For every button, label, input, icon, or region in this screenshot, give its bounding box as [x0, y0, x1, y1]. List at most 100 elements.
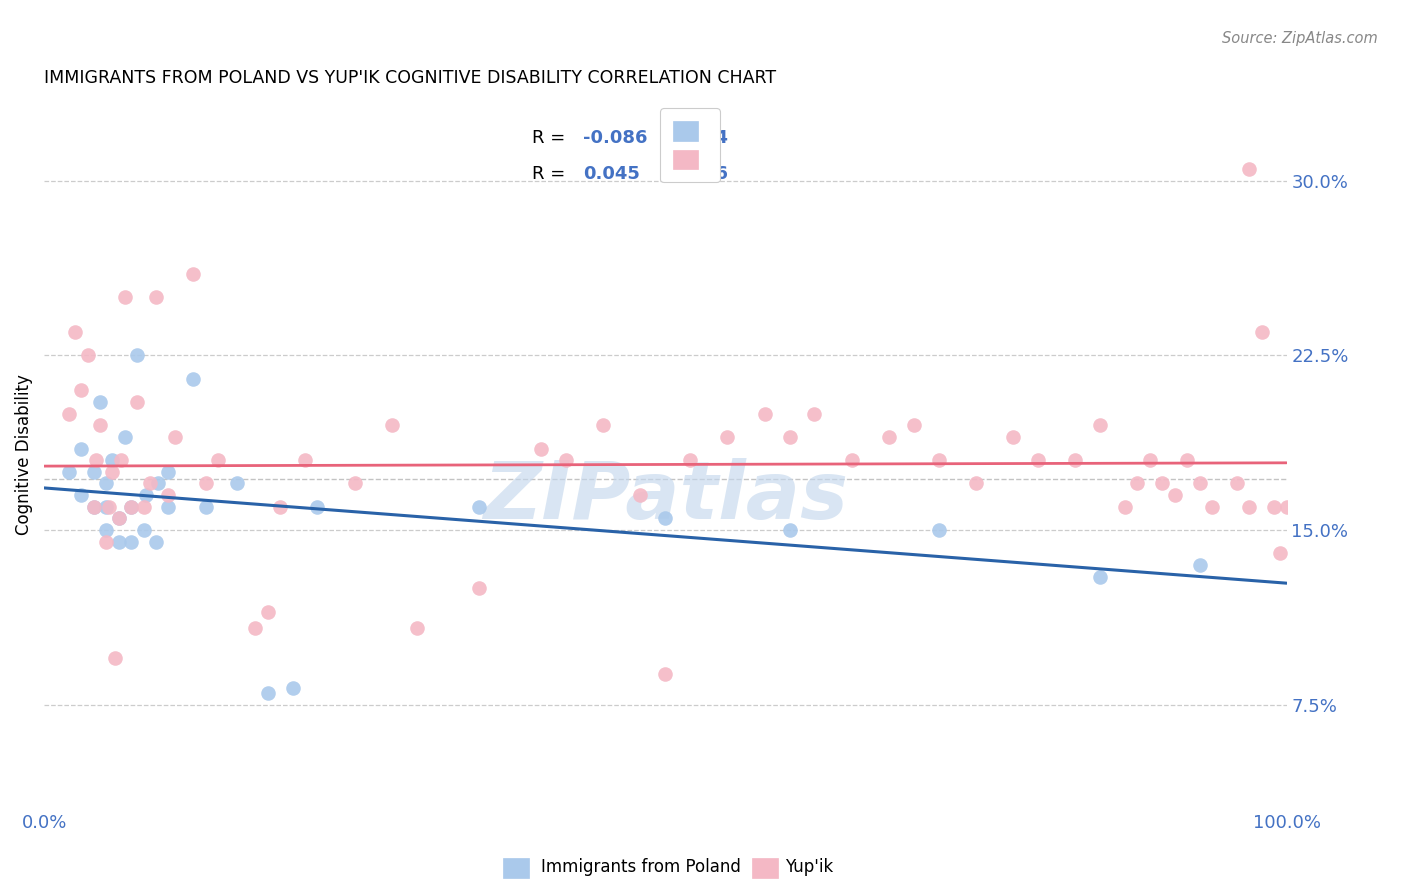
Point	[1064, 453, 1087, 467]
Point	[877, 430, 900, 444]
Point	[145, 290, 167, 304]
Point	[1002, 430, 1025, 444]
Text: N =: N =	[647, 165, 699, 183]
Point	[1188, 558, 1211, 572]
Point	[101, 453, 124, 467]
Text: R =: R =	[533, 165, 571, 183]
Point	[135, 488, 157, 502]
Text: Immigrants from Poland: Immigrants from Poland	[541, 858, 741, 876]
Point	[928, 523, 950, 537]
Text: -0.086: -0.086	[583, 129, 648, 147]
Point	[468, 500, 491, 514]
Text: Yup'ik: Yup'ik	[785, 858, 832, 876]
Point	[256, 686, 278, 700]
Point	[70, 442, 93, 456]
Point	[1126, 476, 1149, 491]
Text: N =: N =	[657, 129, 709, 147]
Text: R =: R =	[533, 129, 571, 147]
Point	[157, 465, 180, 479]
Point	[194, 476, 217, 491]
Point	[1175, 453, 1198, 467]
Text: IMMIGRANTS FROM POLAND VS YUP'IK COGNITIVE DISABILITY CORRELATION CHART: IMMIGRANTS FROM POLAND VS YUP'IK COGNITI…	[44, 69, 776, 87]
Point	[1239, 162, 1261, 177]
Point	[803, 407, 825, 421]
Text: 34: 34	[704, 129, 728, 147]
Point	[903, 418, 925, 433]
Point	[468, 582, 491, 596]
Legend: , : ,	[661, 108, 720, 182]
Point	[96, 523, 118, 537]
Point	[194, 500, 217, 514]
Point	[1226, 476, 1249, 491]
Text: ZIPatlas: ZIPatlas	[482, 458, 848, 536]
Point	[294, 453, 316, 467]
Point	[58, 407, 80, 421]
Point	[148, 476, 170, 491]
Point	[84, 453, 107, 467]
Point	[207, 453, 229, 467]
Point	[83, 465, 105, 479]
Point	[1139, 453, 1161, 467]
Point	[89, 395, 111, 409]
Point	[96, 534, 118, 549]
Point	[1164, 488, 1187, 502]
Point	[120, 500, 142, 514]
Point	[654, 511, 676, 525]
Point	[269, 500, 291, 514]
Point	[96, 476, 118, 491]
Point	[679, 453, 702, 467]
Point	[381, 418, 404, 433]
Point	[132, 500, 155, 514]
Point	[1263, 500, 1285, 514]
Point	[138, 476, 160, 491]
Point	[145, 534, 167, 549]
Point	[1026, 453, 1049, 467]
Point	[654, 667, 676, 681]
Point	[555, 453, 578, 467]
Point	[157, 488, 180, 502]
Text: Source: ZipAtlas.com: Source: ZipAtlas.com	[1222, 31, 1378, 46]
Point	[157, 500, 180, 514]
Point	[256, 605, 278, 619]
Point	[114, 290, 136, 304]
Point	[89, 418, 111, 433]
Text: 0.045: 0.045	[583, 165, 640, 183]
Point	[1152, 476, 1174, 491]
Point	[716, 430, 738, 444]
Point	[405, 621, 427, 635]
Point	[281, 681, 304, 696]
Y-axis label: Cognitive Disability: Cognitive Disability	[15, 374, 32, 535]
Point	[107, 511, 129, 525]
Point	[1250, 325, 1272, 339]
Point	[1090, 418, 1112, 433]
Point	[58, 465, 80, 479]
Point	[1090, 569, 1112, 583]
Point	[132, 523, 155, 537]
Point	[96, 500, 118, 514]
Point	[245, 621, 267, 635]
Point	[83, 500, 105, 514]
Point	[1275, 500, 1298, 514]
Point	[107, 511, 129, 525]
Point	[107, 534, 129, 549]
Point	[76, 348, 98, 362]
Point	[1114, 500, 1136, 514]
Point	[70, 488, 93, 502]
Point	[127, 348, 149, 362]
Point	[928, 453, 950, 467]
Point	[97, 500, 120, 514]
Point	[104, 651, 127, 665]
Point	[83, 500, 105, 514]
Point	[630, 488, 652, 502]
Point	[101, 465, 124, 479]
Point	[181, 267, 204, 281]
Point	[343, 476, 366, 491]
Point	[120, 534, 142, 549]
Point	[63, 325, 86, 339]
Point	[114, 430, 136, 444]
Point	[841, 453, 863, 467]
Point	[779, 523, 801, 537]
Point	[1188, 476, 1211, 491]
Point	[1201, 500, 1223, 514]
Point	[754, 407, 776, 421]
